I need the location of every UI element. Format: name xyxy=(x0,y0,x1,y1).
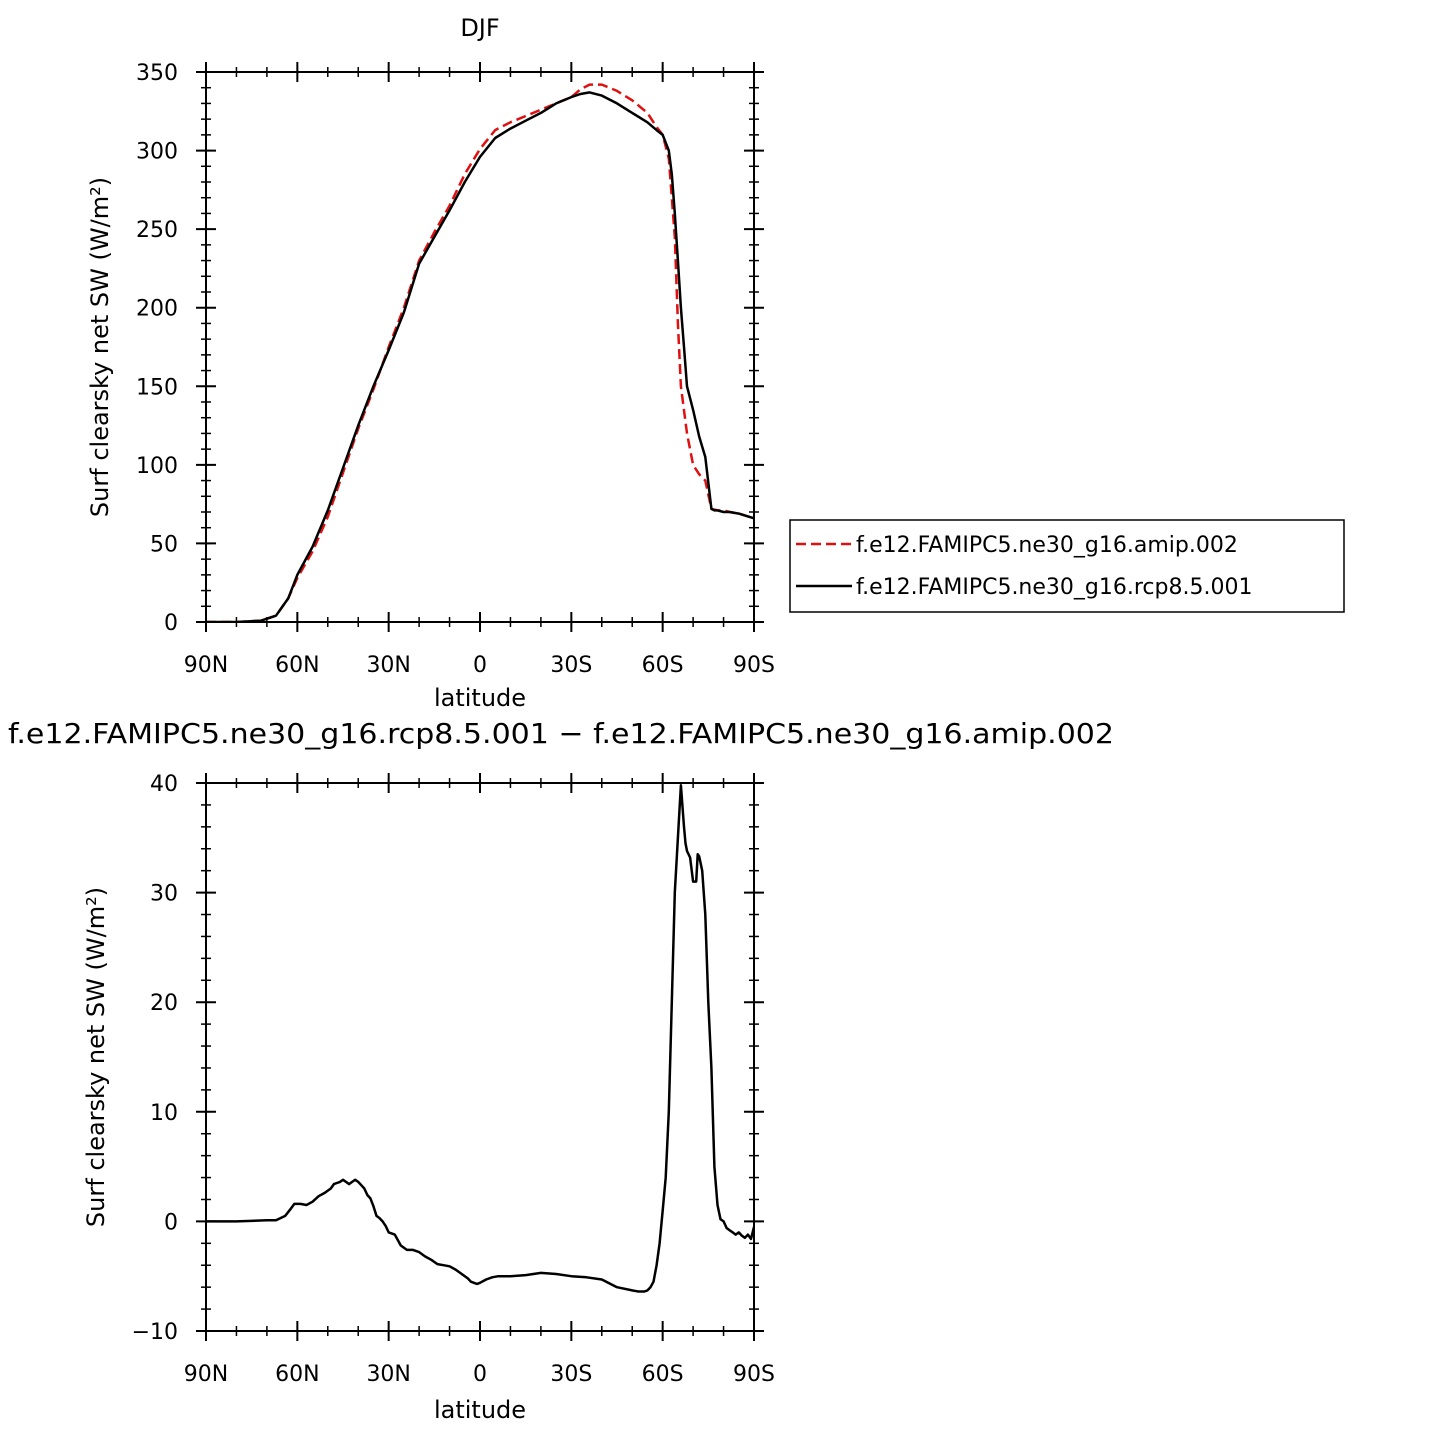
chart-bottom-x-axis-label: latitude xyxy=(434,1396,526,1424)
x-tick-label: 0 xyxy=(473,1362,487,1387)
y-tick-label: 250 xyxy=(136,218,178,243)
chart-bottom-frame xyxy=(205,782,755,1332)
chart-bottom-y-axis-label: Surf clearsky net SW (W/m²) xyxy=(82,887,110,1227)
chart-bottom-x-tick-labels: 90N 60N 30N 0 30S 60S 90S xyxy=(184,1362,775,1387)
y-tick-label: 30 xyxy=(150,882,178,907)
chart-bottom-ticks xyxy=(196,773,764,1341)
chart-bottom: f.e12.FAMIPC5.ne30_g16.rcp8.5.001 − f.e1… xyxy=(8,717,1114,1424)
legend-label-amip: f.e12.FAMIPC5.ne30_g16.amip.002 xyxy=(856,533,1238,558)
chart-top-title: DJF xyxy=(460,14,499,42)
chart-bottom-y-tick-labels: −10 0 10 20 30 40 xyxy=(132,772,178,1345)
chart-top-y-axis-label: Surf clearsky net SW (W/m²) xyxy=(86,177,114,517)
y-tick-label: 100 xyxy=(136,454,178,479)
x-tick-label: 60S xyxy=(642,1362,684,1387)
x-tick-label: 60S xyxy=(642,653,684,678)
y-tick-label: 300 xyxy=(136,140,178,165)
y-tick-label: 0 xyxy=(164,1210,178,1235)
series-line-1-0 xyxy=(206,783,754,1293)
x-tick-label: 90S xyxy=(733,1362,775,1387)
x-tick-label: 30S xyxy=(550,653,592,678)
x-tick-label: 90N xyxy=(184,653,228,678)
y-tick-label: 150 xyxy=(136,375,178,400)
y-tick-label: 50 xyxy=(150,532,178,557)
y-tick-label: 350 xyxy=(136,61,178,86)
chart-top-series xyxy=(206,83,754,622)
legend-box xyxy=(789,519,1345,613)
legend-label-rcp85: f.e12.FAMIPC5.ne30_g16.rcp8.5.001 xyxy=(856,575,1252,600)
y-tick-label: 40 xyxy=(150,772,178,797)
x-tick-label: 30N xyxy=(366,653,410,678)
x-tick-label: 60N xyxy=(275,653,319,678)
x-tick-label: 30S xyxy=(550,1362,592,1387)
chart-top-frame xyxy=(205,71,755,623)
chart-top-ticks xyxy=(196,62,764,632)
chart-top-y-tick-labels: 0 50 100 150 200 250 300 350 xyxy=(136,61,178,636)
x-tick-label: 30N xyxy=(366,1362,410,1387)
chart-top-x-axis-label: latitude xyxy=(434,684,526,712)
y-tick-label: 200 xyxy=(136,297,178,322)
chart-bottom-series xyxy=(206,783,754,1293)
chart-top: DJF 0 50 100 150 200 250 300 350 90N 60N 30N 0 30S 6… xyxy=(86,14,1345,712)
x-tick-label: 60N xyxy=(275,1362,319,1387)
x-tick-label: 0 xyxy=(473,653,487,678)
chart-top-legend: f.e12.FAMIPC5.ne30_g16.amip.002 f.e12.FA… xyxy=(789,519,1345,613)
chart-bottom-title: f.e12.FAMIPC5.ne30_g16.rcp8.5.001 − f.e1… xyxy=(8,717,1114,750)
y-tick-label: 0 xyxy=(164,611,178,636)
y-tick-label: −10 xyxy=(132,1320,178,1345)
x-tick-label: 90N xyxy=(184,1362,228,1387)
chart-top-x-tick-labels: 90N 60N 30N 0 30S 60S 90S xyxy=(184,653,775,678)
y-tick-label: 10 xyxy=(150,1101,178,1126)
x-tick-label: 90S xyxy=(733,653,775,678)
series-line-0-1 xyxy=(206,91,754,622)
y-tick-label: 20 xyxy=(150,991,178,1016)
